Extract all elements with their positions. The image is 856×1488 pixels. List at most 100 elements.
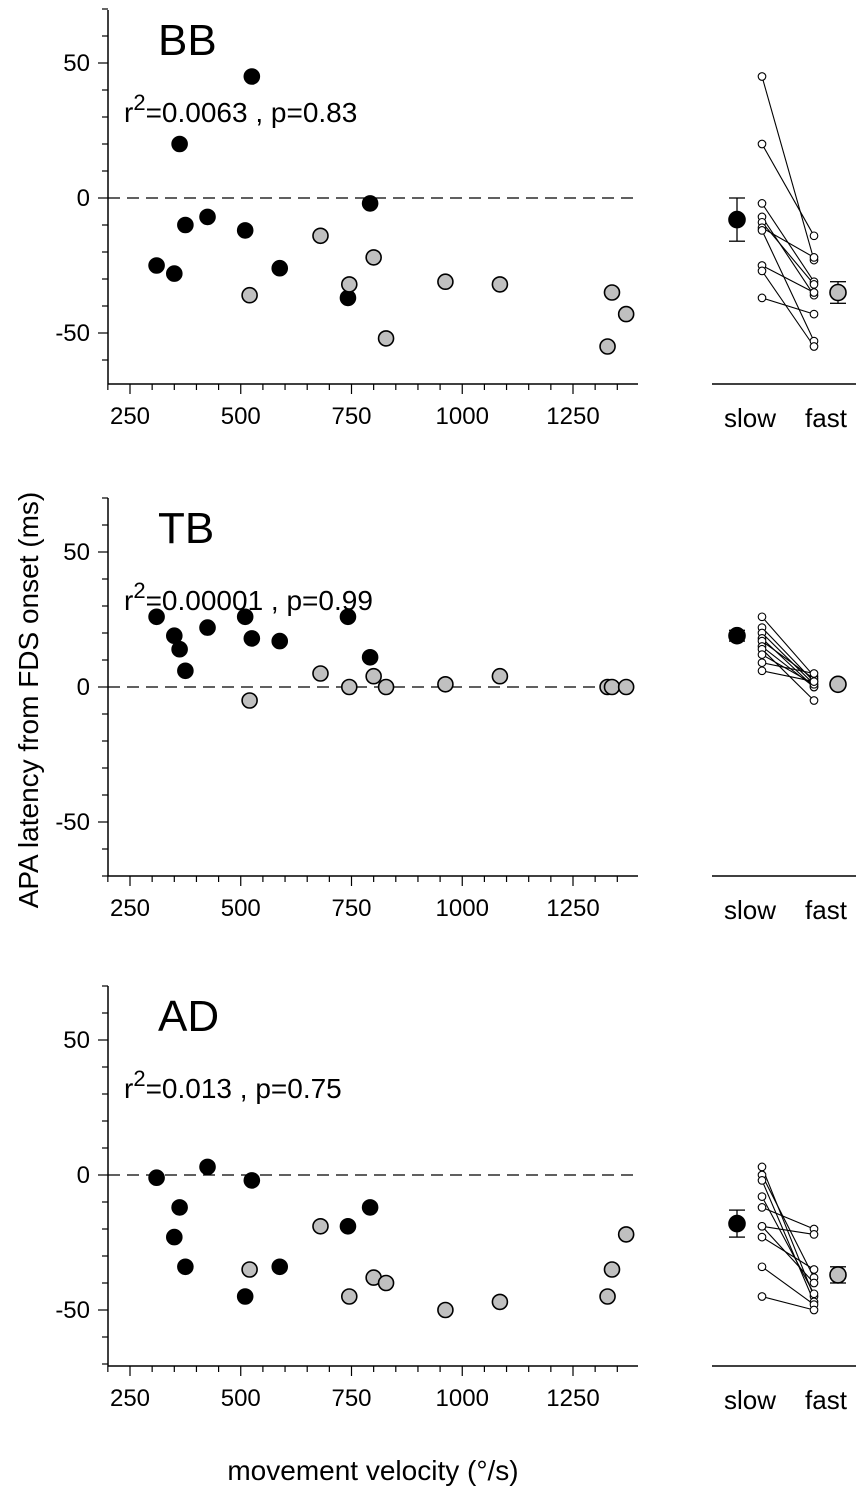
- subject-fast-point: [809, 288, 819, 297]
- x-tick-label: 250: [110, 895, 150, 922]
- fast-point: [377, 330, 395, 347]
- slow-point: [236, 1288, 254, 1305]
- subject-fast-point: [809, 1305, 819, 1315]
- subject-line: [761, 1166, 815, 1297]
- subject-fast-point: [809, 1230, 819, 1239]
- subject-line: [761, 143, 815, 237]
- slow-point: [243, 630, 261, 647]
- slow-point: [243, 1172, 261, 1189]
- fast-point: [365, 249, 382, 266]
- subject-slow-point: [757, 612, 767, 622]
- y-axis-title: APA latency from FDS onset (ms): [13, 492, 44, 909]
- panel-title: BB: [158, 16, 217, 65]
- subject-line: [761, 76, 815, 261]
- x-tick-label: 250: [110, 1385, 150, 1412]
- slow-point: [148, 257, 165, 274]
- subject-fast-point: [809, 342, 819, 351]
- category-label-fast: fast: [805, 403, 848, 433]
- subject-line: [761, 1225, 815, 1235]
- subject-line: [761, 1174, 815, 1278]
- slow-point: [361, 1199, 379, 1216]
- category-label-slow: slow: [724, 1385, 776, 1415]
- subject-fast-point: [809, 1278, 819, 1288]
- y-tick-label: -50: [55, 320, 90, 347]
- slow-mean-point: [728, 1214, 746, 1233]
- subject-line: [761, 227, 815, 258]
- category-label-fast: fast: [805, 895, 848, 925]
- subject-line: [761, 632, 815, 685]
- fast-point: [312, 665, 329, 682]
- subject-slow-point: [757, 1262, 767, 1272]
- subject-line: [761, 662, 815, 675]
- x-axis-title: movement velocity (°/s): [227, 1455, 518, 1486]
- x-tick-label: 500: [221, 403, 261, 430]
- subject-line: [761, 1225, 815, 1284]
- fast-point: [377, 1274, 395, 1292]
- stat-text: r2=0.0063 , p=0.83: [124, 90, 357, 128]
- fast-point: [599, 338, 616, 355]
- subject-line: [761, 297, 815, 315]
- y-tick-label: -50: [55, 809, 90, 836]
- fast-point: [599, 1288, 616, 1305]
- subject-slow-point: [757, 72, 767, 81]
- slow-point: [199, 619, 216, 636]
- fast-mean-point: [829, 675, 847, 694]
- y-tick-label: -50: [55, 1297, 90, 1324]
- slow-point: [171, 1199, 188, 1216]
- y-tick-label: 50: [63, 539, 90, 566]
- subject-line: [761, 265, 815, 293]
- panel-title: TB: [158, 504, 214, 553]
- fast-point: [603, 284, 621, 301]
- subject-fast-point: [809, 1265, 819, 1274]
- subject-fast-point: [809, 669, 819, 678]
- subject-line: [761, 1295, 815, 1311]
- x-tick-label: 1250: [546, 895, 599, 922]
- subject-slow-point: [757, 199, 767, 208]
- fast-point: [340, 276, 358, 293]
- fast-point: [241, 286, 258, 304]
- y-tick-label: 50: [63, 50, 90, 77]
- fast-point: [603, 678, 621, 696]
- slow-point: [177, 1258, 194, 1276]
- panel-title: AD: [158, 992, 219, 1041]
- fast-point: [377, 678, 395, 696]
- subject-fast-point: [809, 231, 819, 241]
- y-tick-label: 50: [63, 1027, 90, 1054]
- subject-slow-point: [757, 293, 767, 303]
- fast-mean-point: [829, 1266, 847, 1284]
- subject-slow-point: [757, 1176, 767, 1185]
- slow-point: [339, 289, 357, 307]
- subject-line: [761, 648, 815, 701]
- subject-fast-point: [809, 253, 819, 262]
- subject-line: [761, 1206, 815, 1230]
- y-tick-label: 0: [77, 185, 90, 212]
- slow-point: [166, 265, 183, 282]
- slow-point: [361, 648, 379, 666]
- panel-tb: -50 0 50 250 500 750 1000 1250 TB r2=0.00001 , p=…: [55, 497, 856, 925]
- slow-point: [148, 1169, 165, 1186]
- stat-text: r2=0.013 , p=0.75: [124, 1066, 342, 1104]
- fast-point: [617, 678, 635, 696]
- fast-point: [437, 675, 454, 693]
- subject-fast-point: [809, 696, 819, 705]
- subject-slow-point: [757, 1292, 767, 1301]
- panel-ad: -50 0 50 250 500 750 1000 1250 AD r2=0.013 , p=0.…: [55, 985, 856, 1415]
- slow-point: [271, 632, 289, 650]
- slow-point: [171, 135, 188, 153]
- subject-slow-point: [757, 1221, 767, 1231]
- x-tick-label: 1250: [546, 403, 599, 430]
- subject-slow-point: [757, 658, 767, 668]
- subject-slow-point: [757, 266, 767, 276]
- subject-line: [761, 216, 815, 296]
- subject-fast-point: [809, 280, 819, 289]
- slow-point: [199, 1158, 216, 1176]
- fast-point: [437, 273, 454, 291]
- fast-point: [491, 667, 509, 685]
- x-tick-label: 250: [110, 403, 150, 430]
- subject-slow-point: [757, 1232, 767, 1242]
- subject-slow-point: [757, 1203, 767, 1212]
- slow-point: [339, 608, 357, 626]
- slow-point: [271, 259, 289, 277]
